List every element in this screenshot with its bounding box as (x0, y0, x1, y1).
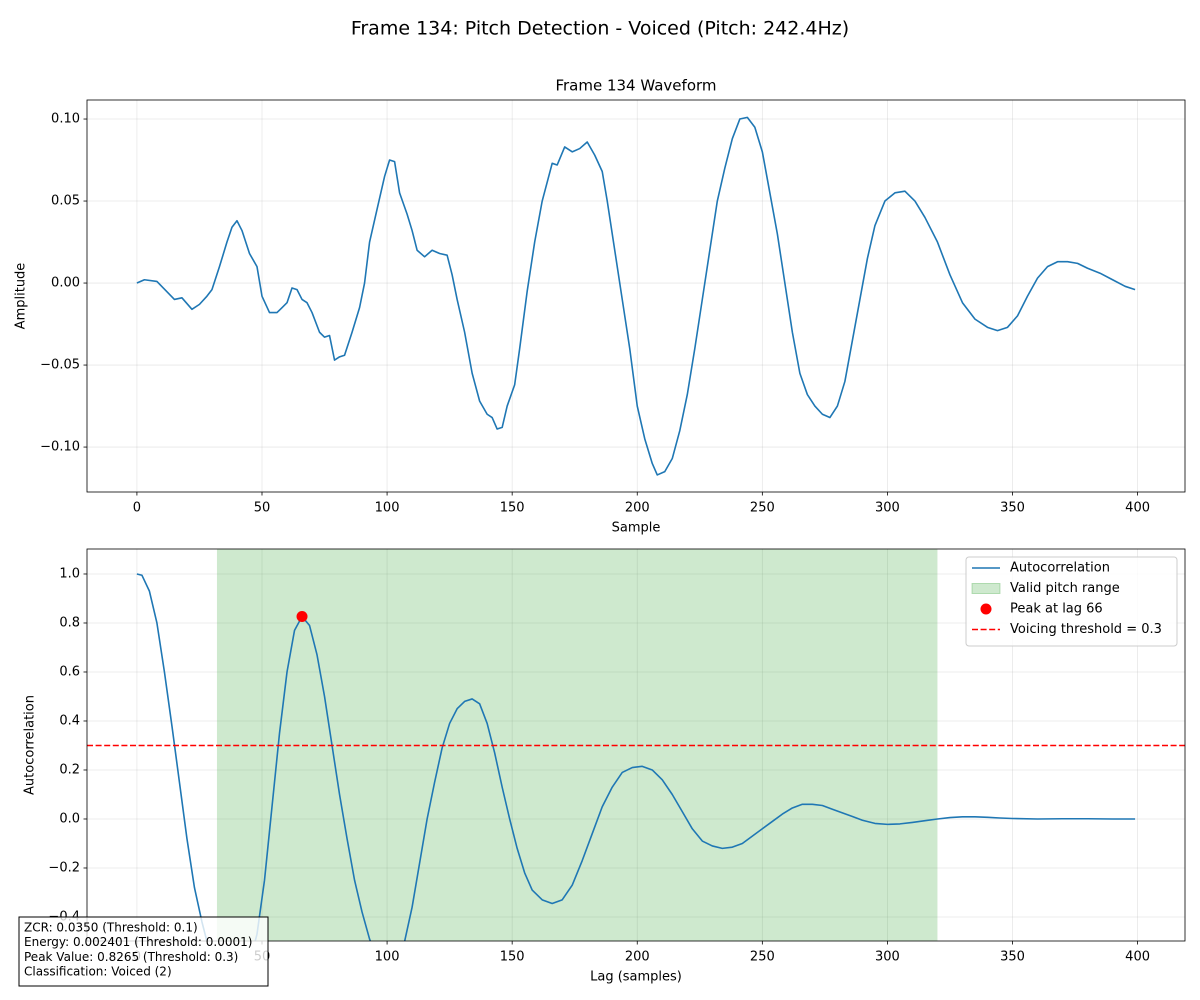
legend-label: Valid pitch range (1010, 581, 1120, 596)
series-line (136, 573, 1136, 941)
axes-title: Frame 134 Waveform (555, 77, 716, 95)
x-tick-label: 150 (500, 501, 525, 516)
y-tick-label: 0.4 (59, 713, 80, 728)
axes-frame (86, 99, 1186, 493)
info-line: Classification: Voiced (2) (24, 965, 172, 979)
y-tick-label: −0.10 (40, 440, 80, 455)
peak-marker (296, 610, 308, 622)
y-axis-label: Autocorrelation (23, 695, 38, 795)
info-line: Energy: 0.002401 (Threshold: 0.0001) (24, 935, 252, 949)
axes-frame (86, 548, 1186, 942)
x-tick-label: 200 (625, 501, 650, 516)
plot-area (87, 100, 1185, 492)
y-tick-label: 0.10 (51, 112, 80, 127)
x-tick-label: 300 (875, 501, 900, 516)
y-tick-label: −0.2 (48, 860, 80, 875)
x-tick-label: 400 (1125, 501, 1150, 516)
x-tick-label: 250 (750, 501, 775, 516)
legend-box (965, 556, 1178, 647)
x-axis-label: Lag (samples) (590, 970, 682, 985)
x-tick-label: 150 (500, 950, 525, 965)
x-tick-label: 50 (254, 501, 271, 516)
y-tick-label: 1.0 (59, 566, 80, 581)
legend-swatch (980, 603, 992, 615)
y-tick-label: 0.0 (59, 811, 80, 826)
x-tick-label: 350 (1000, 950, 1025, 965)
legend-label: Peak at lag 66 (1010, 602, 1103, 617)
x-tick-label: 100 (375, 501, 400, 516)
legend-label: Autocorrelation (1010, 561, 1110, 576)
legend-swatch (971, 583, 1001, 594)
info-line: ZCR: 0.0350 (Threshold: 0.1) (24, 921, 198, 935)
y-tick-label: 0.00 (51, 276, 80, 291)
y-tick-label: −0.05 (40, 358, 80, 373)
y-tick-label: 0.6 (59, 664, 80, 679)
legend-label: Voicing threshold = 0.3 (1010, 622, 1162, 637)
x-tick-label: 200 (625, 950, 650, 965)
x-tick-label: 250 (750, 950, 775, 965)
x-tick-label: 100 (375, 950, 400, 965)
info-box (18, 916, 269, 987)
plot-area (87, 549, 1185, 941)
x-axis-label: Sample (612, 521, 661, 536)
x-tick-label: 350 (1000, 501, 1025, 516)
y-tick-label: 0.8 (59, 615, 80, 630)
y-tick-label: 0.2 (59, 762, 80, 777)
y-axis-label: Amplitude (14, 263, 29, 330)
x-tick-label: 0 (133, 501, 141, 516)
x-tick-label: 400 (1125, 950, 1150, 965)
info-line: Peak Value: 0.8265 (Threshold: 0.3) (24, 950, 238, 964)
x-tick-label: 300 (875, 950, 900, 965)
figure-title: Frame 134: Pitch Detection - Voiced (Pit… (351, 18, 849, 40)
series-line (136, 116, 1136, 476)
y-tick-label: 0.05 (51, 194, 80, 209)
